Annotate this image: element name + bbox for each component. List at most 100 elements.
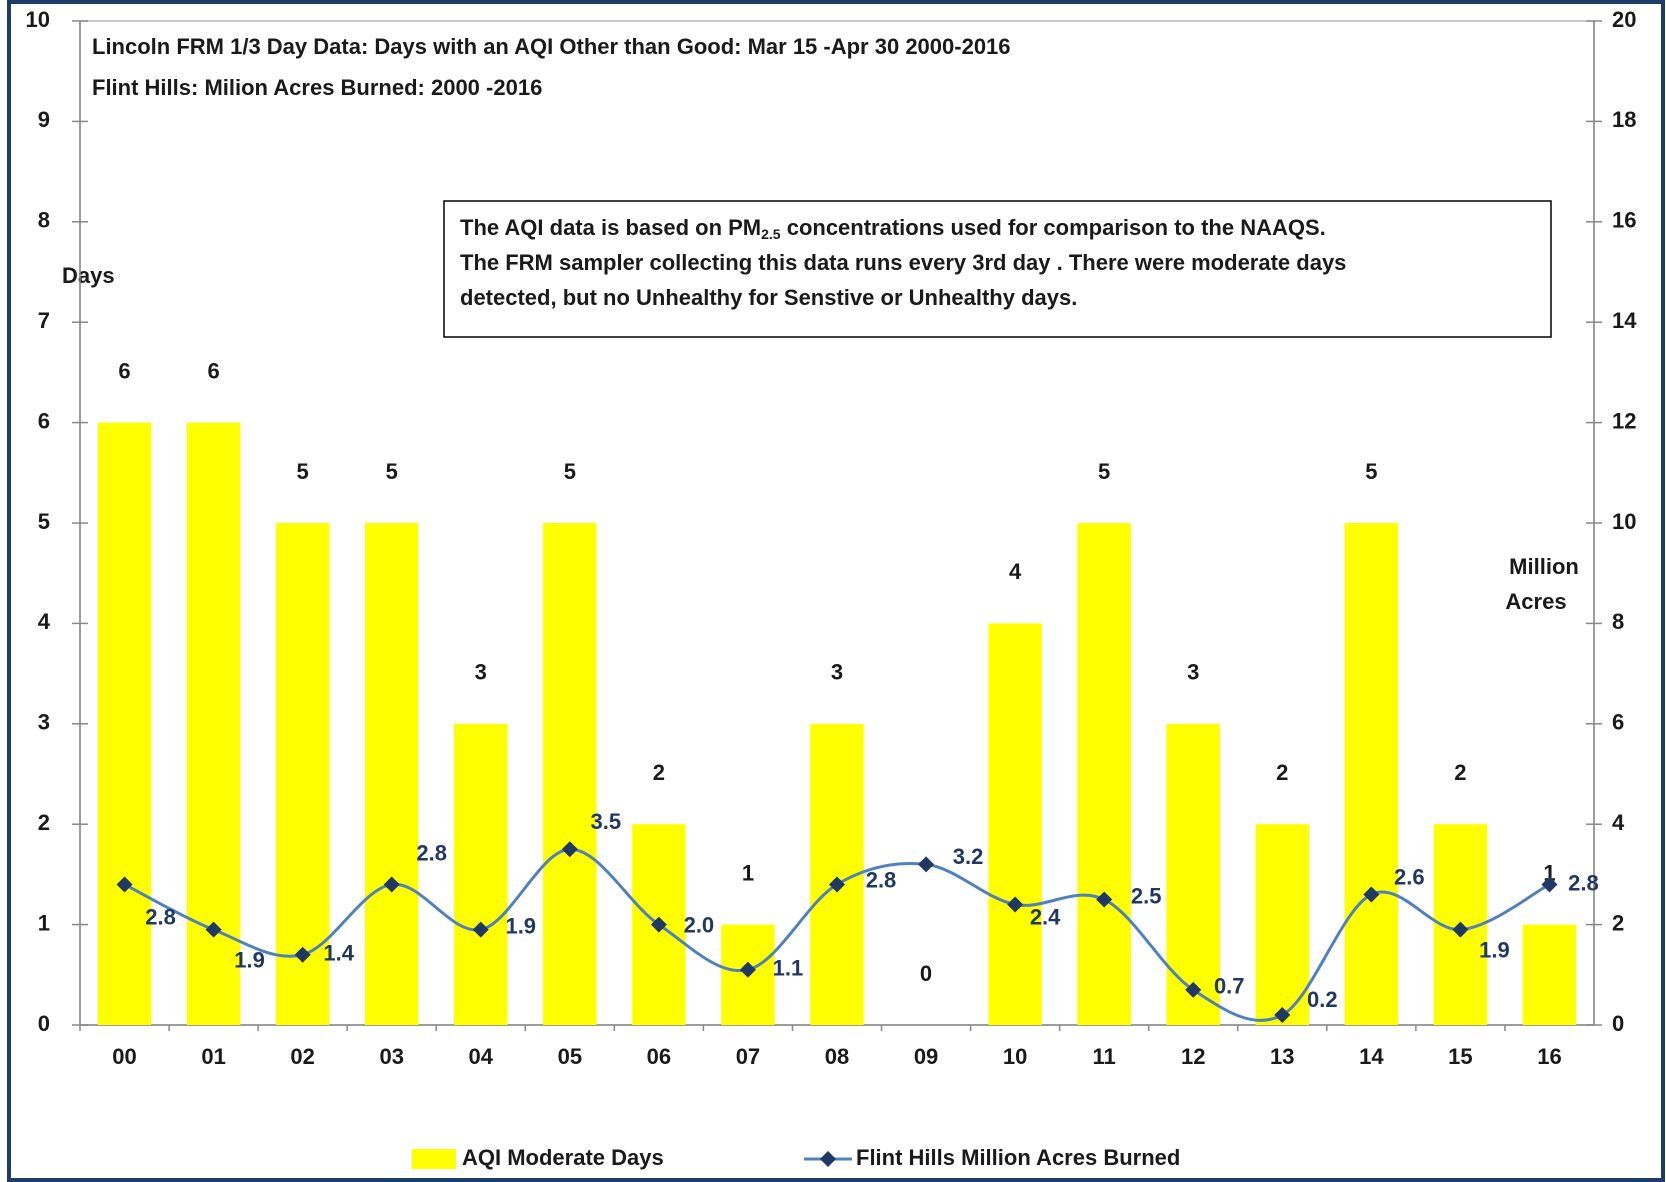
line-value-label: 1.4 (323, 941, 354, 966)
line-value-label: 2.8 (416, 840, 447, 865)
bar (364, 523, 419, 1025)
x-tick-label: 15 (1448, 1044, 1472, 1069)
y2-axis-label: Acres (1505, 589, 1566, 614)
line-marker (918, 856, 935, 873)
y-tick-label: 8 (38, 208, 50, 233)
x-tick-label: 02 (290, 1044, 314, 1069)
line-value-label: 1.9 (234, 947, 265, 972)
y-tick-label: 2 (38, 810, 50, 835)
bar (1344, 523, 1399, 1025)
bar-value-label: 1 (1543, 860, 1555, 885)
y-tick-label: 10 (26, 7, 50, 32)
bar (1166, 723, 1220, 1025)
line-value-label: 0.7 (1214, 974, 1245, 999)
bar (454, 723, 508, 1025)
annotation-line: The AQI data is based on PM2.5 concentra… (460, 215, 1326, 242)
line-marker (1185, 981, 1202, 998)
y-tick-label: 4 (38, 609, 51, 634)
bar (97, 422, 152, 1026)
line-value-label: 3.2 (953, 844, 984, 869)
y2-tick-label: 8 (1612, 609, 1624, 634)
line-marker (739, 961, 756, 978)
bar (1522, 924, 1577, 1025)
line-value-label: 2.8 (145, 904, 176, 929)
bar (988, 623, 1042, 1025)
line-marker (561, 841, 578, 858)
bar-value-label: 6 (207, 358, 219, 383)
x-tick-label: 07 (736, 1044, 760, 1069)
annotation-line: The FRM sampler collecting this data run… (460, 250, 1346, 275)
line-marker (1363, 886, 1380, 903)
x-tick-label: 03 (379, 1044, 403, 1069)
title-line: Flint Hills: Milion Acres Burned: 2000 -… (92, 75, 542, 100)
line-value-label: 1.9 (505, 913, 536, 938)
y2-axis-label: Million (1509, 554, 1579, 579)
y2-tick-label: 2 (1612, 910, 1624, 935)
x-tick-label: 01 (201, 1044, 225, 1069)
line-value-label: 3.5 (591, 809, 622, 834)
line-marker (472, 921, 489, 938)
y2-tick-label: 12 (1612, 408, 1636, 433)
title-line: Lincoln FRM 1/3 Day Data: Days with an A… (92, 34, 1011, 59)
bar-value-label: 3 (831, 660, 843, 685)
y-tick-label: 5 (38, 509, 50, 534)
bar-value-label: 0 (920, 961, 932, 986)
bar (543, 523, 597, 1025)
line-marker (829, 876, 845, 893)
line-marker (650, 916, 667, 933)
y2-tick-label: 0 (1612, 1011, 1624, 1036)
bar-value-label: 5 (386, 459, 398, 484)
bar-value-label: 2 (1276, 760, 1288, 785)
x-tick-label: 12 (1181, 1044, 1205, 1069)
x-tick-label: 11 (1093, 1044, 1116, 1069)
line-value-label: 2.6 (1394, 864, 1425, 889)
y-tick-label: 1 (38, 910, 50, 935)
line-value-label: 2.0 (684, 912, 715, 937)
annotation-text: concentrations used for comparison to th… (781, 215, 1326, 240)
line-value-label: 2.5 (1131, 883, 1162, 908)
legend-label: AQI Moderate Days (462, 1145, 664, 1170)
legend-label: Flint Hills Million Acres Burned (856, 1145, 1180, 1170)
bar-value-label: 5 (1365, 459, 1377, 484)
x-tick-label: 05 (558, 1044, 582, 1069)
y2-tick-label: 10 (1612, 509, 1636, 534)
bar-value-label: 4 (1009, 559, 1022, 584)
line-marker (1452, 921, 1469, 938)
line-value-label: 2.4 (1030, 904, 1061, 929)
line-marker (205, 921, 222, 938)
line-marker (1274, 1006, 1291, 1023)
bar-value-label: 2 (653, 760, 665, 785)
line-value-label: 1.1 (773, 956, 804, 981)
bar-value-label: 3 (1187, 660, 1199, 685)
y-tick-label: 7 (38, 308, 50, 333)
x-tick-label: 13 (1270, 1044, 1294, 1069)
line-value-label: 1.9 (1479, 937, 1510, 962)
line-value-label: 2.8 (866, 867, 897, 892)
x-tick-label: 04 (469, 1044, 494, 1069)
x-tick-label: 09 (914, 1044, 938, 1069)
bar-value-label: 6 (118, 358, 130, 383)
y2-tick-label: 18 (1612, 107, 1636, 132)
x-tick-label: 06 (647, 1044, 671, 1069)
y-tick-label: 0 (38, 1011, 50, 1036)
annotation-box (443, 200, 1552, 338)
line-marker (1007, 896, 1024, 913)
x-tick-label: 00 (112, 1044, 136, 1069)
bar (275, 523, 330, 1025)
y2-tick-label: 16 (1612, 208, 1636, 233)
legend-marker (820, 1151, 836, 1167)
y2-tick-label: 4 (1612, 810, 1625, 835)
x-tick-label: 10 (1003, 1044, 1027, 1069)
legend-swatch (412, 1149, 456, 1169)
y2-tick-label: 14 (1612, 308, 1637, 333)
y2-tick-label: 20 (1612, 7, 1636, 32)
line-marker (294, 946, 311, 963)
bar-value-label: 5 (297, 459, 309, 484)
y2-tick-label: 6 (1612, 710, 1624, 735)
x-tick-label: 14 (1359, 1044, 1384, 1069)
bar-value-label: 5 (1098, 459, 1110, 484)
bar (1255, 824, 1310, 1025)
line-value-label: 2.8 (1568, 870, 1599, 895)
